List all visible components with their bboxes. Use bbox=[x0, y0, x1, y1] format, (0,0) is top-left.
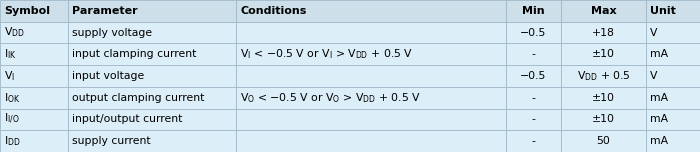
Bar bbox=[506, 130, 561, 152]
Text: input clamping current: input clamping current bbox=[72, 49, 197, 59]
Bar bbox=[0, 0, 68, 22]
Bar bbox=[646, 87, 700, 109]
Text: I$_\mathregular{IK}$: I$_\mathregular{IK}$ bbox=[4, 47, 17, 61]
Bar bbox=[0, 65, 68, 87]
Text: -: - bbox=[531, 136, 536, 146]
Bar bbox=[506, 43, 561, 65]
Text: mA: mA bbox=[650, 114, 668, 124]
Bar bbox=[0, 43, 68, 65]
Bar bbox=[506, 0, 561, 22]
Text: I$_\mathregular{DD}$: I$_\mathregular{DD}$ bbox=[4, 134, 21, 148]
Text: -: - bbox=[531, 93, 536, 103]
Bar bbox=[646, 43, 700, 65]
Text: V$_\mathregular{O}$ < −0.5 V or V$_\mathregular{O}$ > V$_\mathregular{DD}$ + 0.5: V$_\mathregular{O}$ < −0.5 V or V$_\math… bbox=[240, 91, 421, 105]
Bar bbox=[68, 130, 236, 152]
Bar bbox=[561, 65, 646, 87]
Bar bbox=[236, 22, 506, 43]
Bar bbox=[561, 87, 646, 109]
Text: −0.5: −0.5 bbox=[520, 28, 547, 38]
Bar bbox=[68, 109, 236, 130]
Bar bbox=[646, 130, 700, 152]
Text: output clamping current: output clamping current bbox=[72, 93, 204, 103]
Bar bbox=[68, 0, 236, 22]
Bar bbox=[68, 22, 236, 43]
Bar bbox=[646, 65, 700, 87]
Text: Symbol: Symbol bbox=[4, 6, 50, 16]
Bar bbox=[646, 109, 700, 130]
Bar bbox=[506, 22, 561, 43]
Text: input voltage: input voltage bbox=[72, 71, 144, 81]
Bar bbox=[506, 87, 561, 109]
Bar bbox=[68, 65, 236, 87]
Text: V$_\mathregular{I}$ < −0.5 V or V$_\mathregular{I}$ > V$_\mathregular{DD}$ + 0.5: V$_\mathregular{I}$ < −0.5 V or V$_\math… bbox=[240, 47, 414, 61]
Text: I$_\mathregular{I/O}$: I$_\mathregular{I/O}$ bbox=[4, 112, 20, 126]
Text: V: V bbox=[650, 28, 658, 38]
Text: supply voltage: supply voltage bbox=[72, 28, 153, 38]
Bar bbox=[561, 109, 646, 130]
Text: I$_\mathregular{OK}$: I$_\mathregular{OK}$ bbox=[4, 91, 20, 105]
Bar bbox=[646, 0, 700, 22]
Bar bbox=[561, 0, 646, 22]
Bar bbox=[236, 43, 506, 65]
Text: 50: 50 bbox=[596, 136, 610, 146]
Bar bbox=[236, 87, 506, 109]
Text: -: - bbox=[531, 114, 536, 124]
Bar bbox=[0, 87, 68, 109]
Bar bbox=[506, 109, 561, 130]
Bar bbox=[561, 43, 646, 65]
Text: ±10: ±10 bbox=[592, 93, 615, 103]
Text: Max: Max bbox=[591, 6, 616, 16]
Bar bbox=[68, 43, 236, 65]
Bar bbox=[561, 130, 646, 152]
Bar bbox=[236, 0, 506, 22]
Text: −0.5: −0.5 bbox=[520, 71, 547, 81]
Bar bbox=[236, 65, 506, 87]
Text: ±10: ±10 bbox=[592, 49, 615, 59]
Bar bbox=[646, 22, 700, 43]
Text: Min: Min bbox=[522, 6, 545, 16]
Bar bbox=[506, 65, 561, 87]
Bar bbox=[0, 109, 68, 130]
Text: ±10: ±10 bbox=[592, 114, 615, 124]
Text: -: - bbox=[531, 49, 536, 59]
Text: Conditions: Conditions bbox=[240, 6, 307, 16]
Bar bbox=[236, 130, 506, 152]
Text: V$_\mathregular{I}$: V$_\mathregular{I}$ bbox=[4, 69, 15, 83]
Text: Unit: Unit bbox=[650, 6, 676, 16]
Text: input/output current: input/output current bbox=[72, 114, 183, 124]
Bar bbox=[0, 22, 68, 43]
Text: mA: mA bbox=[650, 93, 668, 103]
Bar bbox=[68, 87, 236, 109]
Bar bbox=[561, 22, 646, 43]
Bar bbox=[0, 130, 68, 152]
Bar bbox=[236, 109, 506, 130]
Text: supply current: supply current bbox=[72, 136, 150, 146]
Text: Parameter: Parameter bbox=[72, 6, 138, 16]
Text: mA: mA bbox=[650, 49, 668, 59]
Text: V: V bbox=[650, 71, 658, 81]
Text: V$_\mathregular{DD}$: V$_\mathregular{DD}$ bbox=[4, 26, 25, 40]
Text: V$_\mathregular{DD}$ + 0.5: V$_\mathregular{DD}$ + 0.5 bbox=[577, 69, 631, 83]
Text: +18: +18 bbox=[592, 28, 615, 38]
Text: mA: mA bbox=[650, 136, 668, 146]
